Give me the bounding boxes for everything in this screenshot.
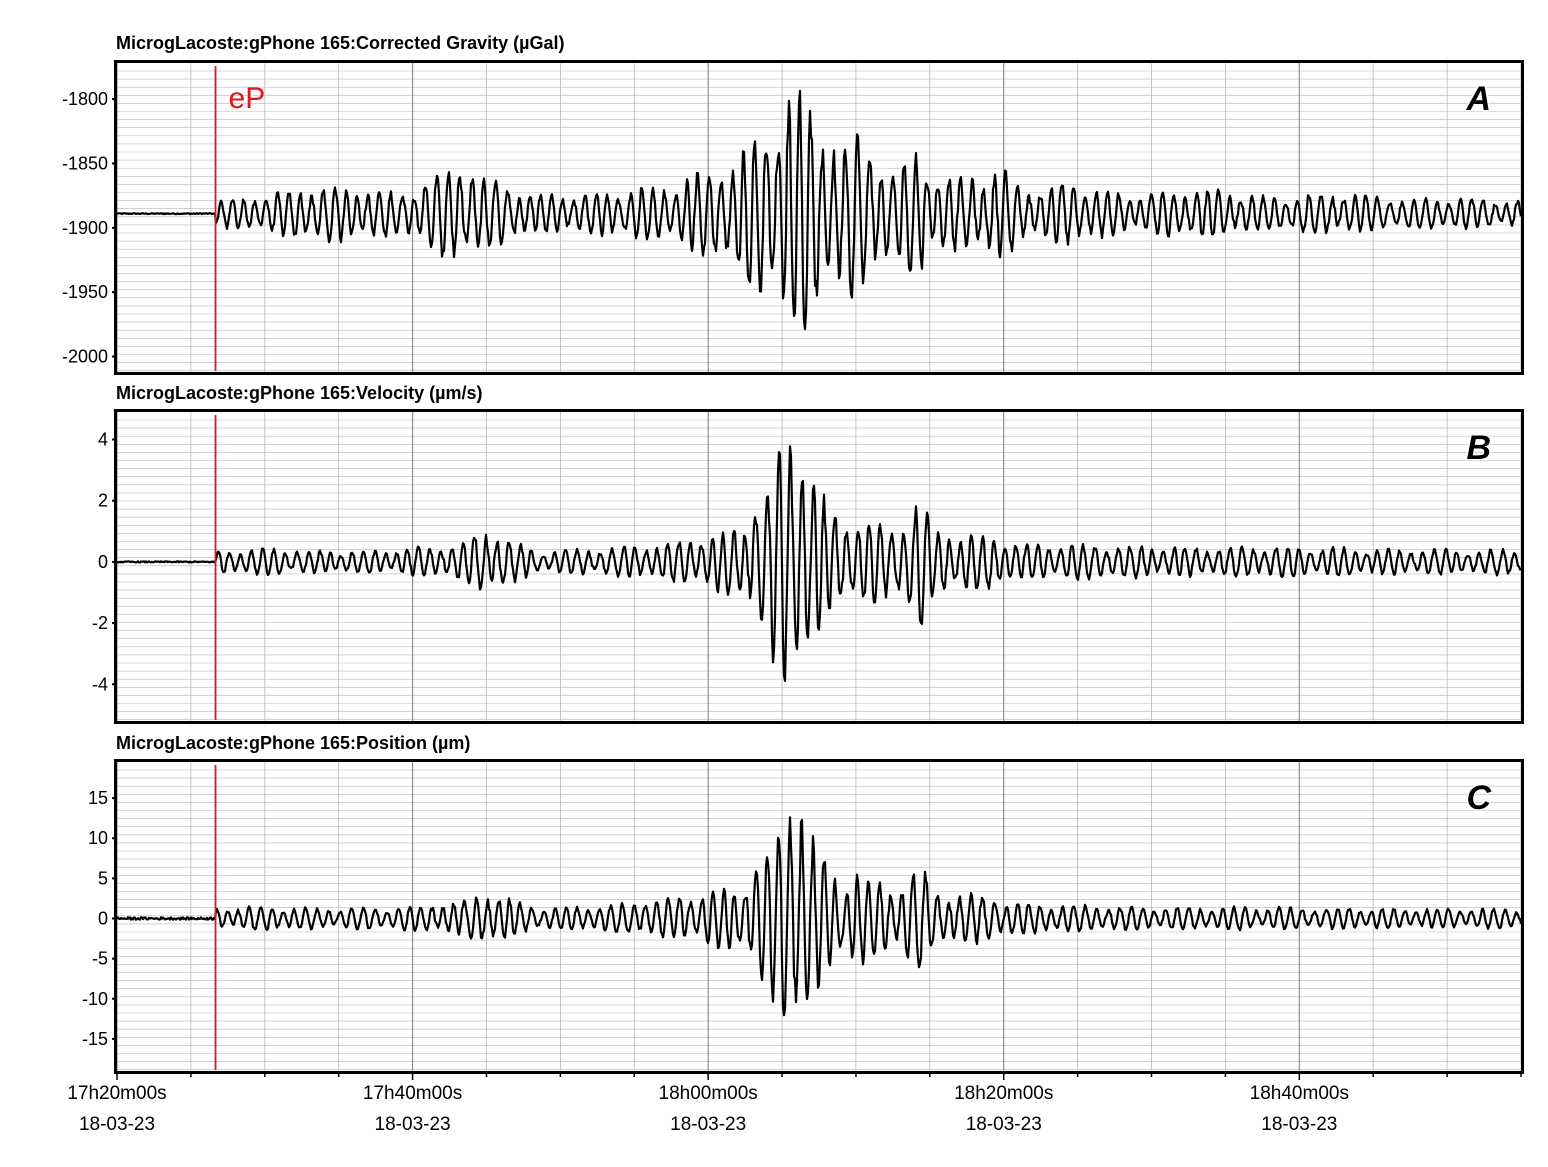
panel-letter: A [1465, 80, 1491, 118]
y-tick-label: -15 [82, 1029, 108, 1049]
plot-frame [114, 409, 1524, 724]
y-tick-label: -5 [92, 949, 108, 969]
panel-b-title: MicrogLacoste:gPhone 165:Velocity (µm/s) [116, 383, 483, 403]
x-tick-date-label: 18-03-23 [79, 1114, 155, 1135]
panel-b: 4 2 0 -2 -4 B [92, 409, 1524, 724]
waveform-trace [116, 89, 1523, 331]
grid-lines [116, 762, 1522, 1071]
y-tick-label: 10 [88, 828, 108, 848]
x-tick-time-label: 18h00m00s [659, 1083, 758, 1104]
x-tick-time-label: 18h20m00s [954, 1083, 1053, 1104]
y-tick-label: -2000 [62, 347, 108, 367]
x-tick-time-label: 18h40m00s [1250, 1083, 1349, 1104]
x-axis: 17h20m00s 18-03-23 17h40m00s 18-03-23 18h00m… [67, 1073, 1522, 1135]
y-tick-label: -4 [92, 674, 108, 694]
x-tick-date-label: 18-03-23 [670, 1114, 746, 1135]
x-tick-date-label: 18-03-23 [375, 1114, 451, 1135]
y-tick-label: -1950 [62, 282, 108, 302]
y-tick-label: 0 [98, 552, 108, 572]
waveform-trace [116, 445, 1522, 683]
panel-c-title: MicrogLacoste:gPhone 165:Position (µm) [116, 733, 471, 753]
y-tick-label: -1900 [62, 218, 108, 238]
x-tick-date-label: 18-03-23 [1261, 1114, 1337, 1135]
panel-letter: B [1466, 429, 1491, 467]
x-tick-time-label: 17h40m00s [363, 1083, 462, 1104]
y-tick-label: 2 [98, 491, 108, 511]
y-tick-label: 0 [98, 909, 108, 929]
plot-frame [114, 60, 1524, 375]
y-tick-label: 4 [98, 430, 108, 450]
y-tick-label: -2 [92, 613, 108, 633]
y-tick-label: 5 [98, 868, 108, 888]
waveform-trace [116, 816, 1523, 1017]
y-tick-label: -1850 [62, 153, 108, 173]
y-tick-label: -10 [82, 989, 108, 1009]
panel-letter: C [1466, 779, 1491, 817]
plot-frame [114, 759, 1524, 1074]
x-tick-date-label: 18-03-23 [966, 1114, 1042, 1135]
y-tick-label: 15 [88, 788, 108, 808]
panel-a-title: MicrogLacoste:gPhone 165:Corrected Gravi… [116, 33, 565, 53]
panel-c: 15 10 5 0 -5 -10 -15 C [82, 759, 1524, 1074]
panel-a: -1800 -1850 -1900 -1950 -2000 eP A [62, 60, 1524, 375]
y-tick-label: -1800 [62, 89, 108, 109]
x-tick-time-label: 17h20m00s [67, 1083, 166, 1104]
ep-label: eP [229, 82, 266, 115]
